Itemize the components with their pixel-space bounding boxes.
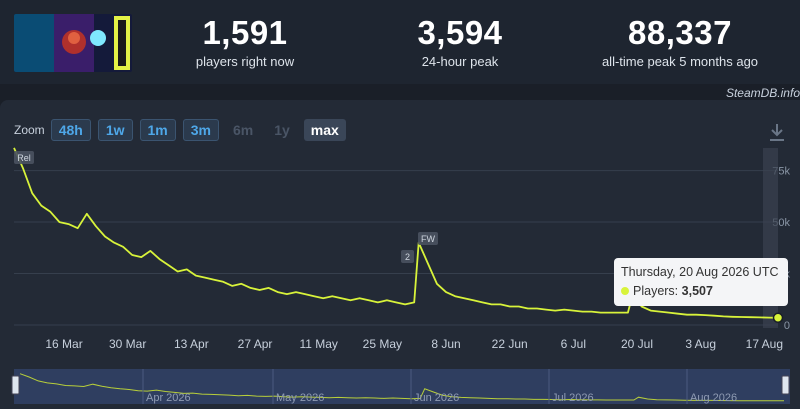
- stat-value: 3,594: [417, 14, 503, 51]
- stat-all-time-peak: 88,337 all-time peak 5 months ago: [585, 14, 775, 70]
- tooltip-value: 3,507: [681, 284, 713, 298]
- tooltip-value-row: Players: 3,507: [621, 282, 781, 300]
- x-tick-label: 6 Jul: [561, 337, 586, 351]
- x-tick-label: 8 Jun: [431, 337, 460, 351]
- stat-players-now: 1,591 players right now: [170, 14, 320, 70]
- zoom-1y-button: 1y: [274, 122, 290, 138]
- navigator-month-label: Jun 2026: [414, 392, 459, 404]
- x-tick-label: 27 Apr: [238, 337, 273, 351]
- zoom-label: Zoom: [14, 123, 45, 137]
- navigator-month-label: May 2026: [276, 392, 324, 404]
- navigator-handle-left[interactable]: [11, 375, 20, 395]
- annotation-rel: Rel: [17, 153, 31, 163]
- x-tick-label: 22 Jun: [492, 337, 528, 351]
- annotation-rel-box: [14, 151, 34, 164]
- annotation-count: 2: [405, 252, 410, 262]
- x-tick-label: 11 May: [299, 337, 337, 351]
- navigator-month-label: Jul 2026: [552, 392, 594, 404]
- zoom-1w-button[interactable]: 1w: [97, 119, 133, 141]
- x-tick-label: 3 Aug: [685, 337, 716, 351]
- zoom-1m-button[interactable]: 1m: [139, 119, 176, 141]
- stat-label: 24-hour peak: [421, 54, 499, 69]
- chart-tooltip: Thursday, 20 Aug 2026 UTC Players: 3,507: [614, 258, 788, 306]
- annotation-fw-box: [418, 232, 438, 245]
- x-tick-label: 13 Apr: [174, 337, 209, 351]
- stats-bar: 1,591 players right now 3,594 24-hour pe…: [0, 0, 800, 84]
- navigator-month-label: Apr 2026: [146, 392, 191, 404]
- game-art-image: [14, 14, 132, 72]
- stat-value: 1,591: [202, 14, 288, 51]
- series-dot-icon: [621, 287, 629, 295]
- navigator-handle-right[interactable]: [781, 375, 790, 395]
- x-tick-label: 16 Mar: [45, 337, 82, 351]
- zoom-controls: Zoom 48h 1w 1m 3m 6m 1y max: [14, 118, 353, 142]
- zoom-6m-button: 6m: [232, 122, 254, 138]
- annotation-fw: FW: [421, 234, 435, 244]
- series-line-players: [13, 147, 779, 319]
- tooltip-series-label: Players:: [633, 284, 679, 298]
- annotation-count-box: [401, 250, 414, 263]
- x-tick-label: 17 Aug: [746, 337, 783, 351]
- game-thumbnail[interactable]: [14, 14, 132, 72]
- tooltip-date: Thursday, 20 Aug 2026 UTC: [621, 265, 779, 279]
- download-icon[interactable]: [768, 122, 786, 142]
- x-tick-label: 30 Mar: [109, 337, 146, 351]
- y-tick-label: 0: [784, 320, 790, 332]
- zoom-max-button[interactable]: max: [303, 119, 346, 141]
- stat-label: players right now: [195, 54, 295, 69]
- x-tick-label: 20 Jul: [621, 337, 653, 351]
- hover-point-marker: [772, 312, 784, 324]
- x-tick-label: 25 May: [363, 337, 402, 351]
- zoom-3m-button[interactable]: 3m: [182, 119, 219, 141]
- zoom-48h-button[interactable]: 48h: [50, 119, 91, 141]
- stat-label: all-time peak 5 months ago: [601, 54, 759, 69]
- navigator-line: [19, 373, 784, 402]
- stat-value: 88,337: [628, 14, 732, 51]
- navigator-month-label: Aug 2026: [690, 392, 737, 404]
- credit-link[interactable]: SteamDB.info: [725, 86, 800, 100]
- stat-24h-peak: 3,594 24-hour peak: [385, 14, 535, 70]
